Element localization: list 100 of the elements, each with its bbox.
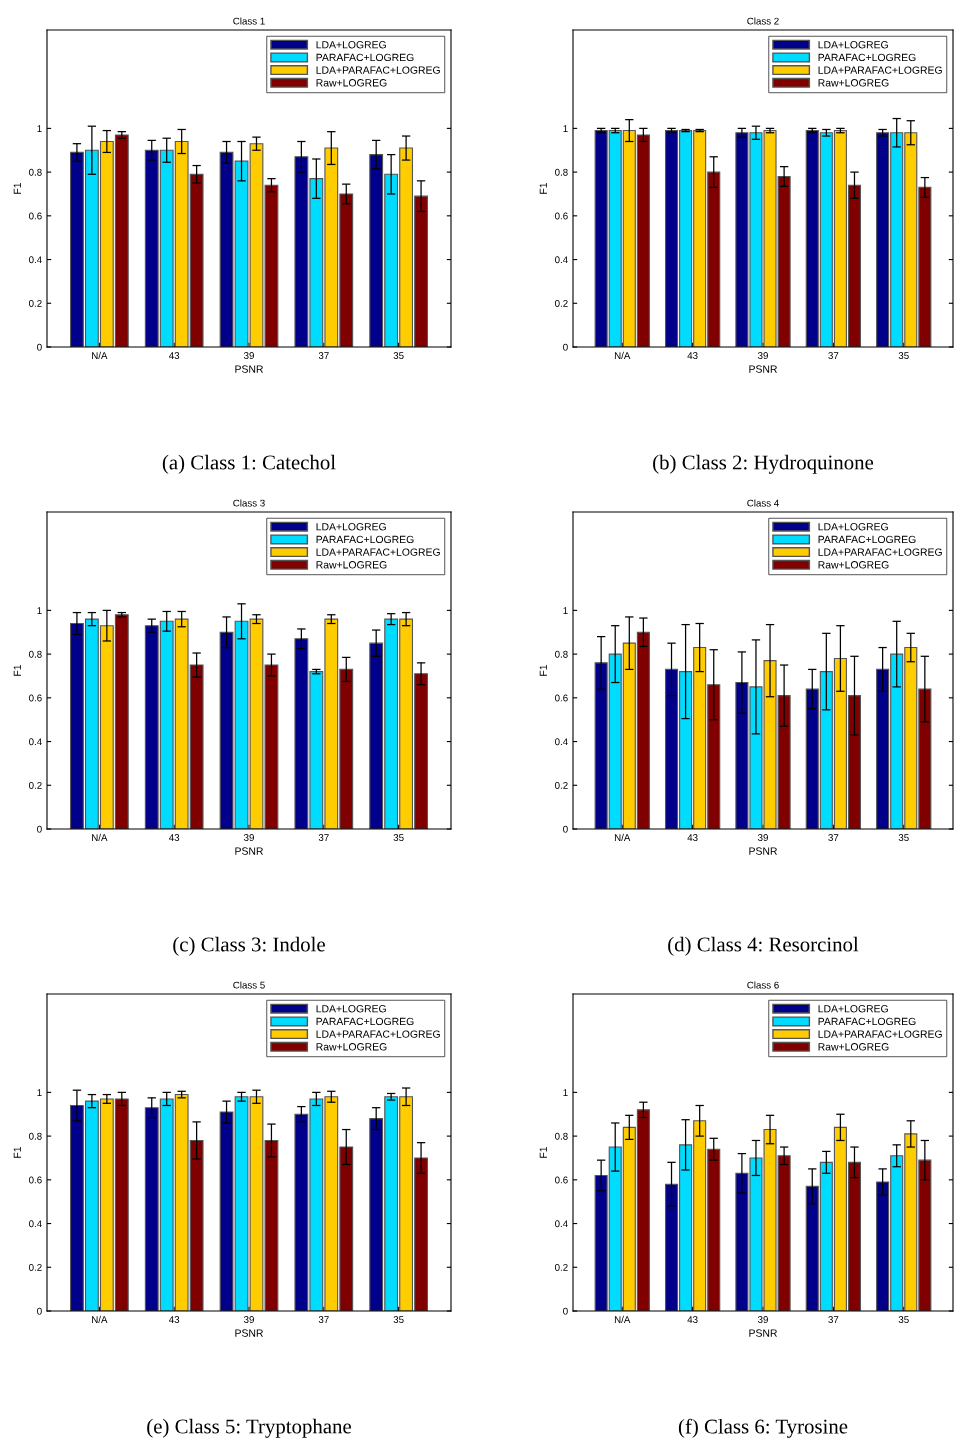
x-tick-label: 35 — [898, 834, 909, 841]
x-tick-label: N/A — [92, 1315, 108, 1323]
y-tick-label: 0 — [37, 825, 42, 833]
y-tick-label: 0.4 — [555, 256, 568, 264]
text: (d) Class 4: Resorcinol — [668, 936, 859, 956]
x-tick-label: 35 — [393, 834, 404, 841]
legend-label: Raw+LOGREG — [818, 1043, 889, 1051]
legend-label: LDA+LOGREG — [316, 41, 386, 49]
legend-label: PARAFAC+LOGREG — [818, 53, 916, 62]
y-tick-label: 1 — [37, 1089, 42, 1096]
y-tick-label: 0.8 — [555, 650, 568, 658]
y-tick-label: 0.6 — [555, 694, 568, 702]
x-axis-title: PSNR — [749, 365, 777, 373]
legend-label: LDA+PARAFAC+LOGREG — [818, 66, 942, 74]
x-tick-label: 43 — [687, 352, 698, 359]
y-tick-label: 0 — [37, 1307, 42, 1315]
legend-label: LDA+PARAFAC+LOGREG — [818, 1030, 942, 1038]
x-tick-label: 37 — [828, 352, 839, 359]
x-tick-label: 35 — [393, 352, 404, 359]
legend-label: LDA+LOGREG — [818, 523, 888, 531]
legend-label: Raw+LOGREG — [316, 79, 387, 87]
y-tick-label: 0.2 — [555, 1264, 568, 1271]
legend-label: PARAFAC+LOGREG — [316, 53, 414, 62]
x-tick-label: 35 — [393, 1316, 404, 1323]
chart-title: Class 4 — [747, 499, 779, 507]
x-axis-title: PSNR — [235, 847, 263, 855]
legend-label: Raw+LOGREG — [818, 79, 889, 87]
text: (e) Class 5: Tryptophane — [147, 1418, 351, 1438]
text: (f) Class 6: Tyrosine — [678, 1418, 848, 1438]
x-tick-label: 37 — [828, 834, 839, 841]
x-tick-label: 37 — [828, 1316, 839, 1323]
text: (c) Class 3: Indole — [173, 936, 325, 956]
y-tick-label: 0 — [563, 343, 568, 351]
x-tick-label: 35 — [898, 352, 909, 359]
y-tick-label: 1 — [563, 607, 568, 614]
x-tick-label: N/A — [92, 833, 108, 841]
y-tick-label: 0.4 — [29, 738, 42, 746]
legend-label: LDA+LOGREG — [818, 1005, 888, 1013]
y-tick-label: 0.8 — [555, 1132, 568, 1140]
chart-title: Class 2 — [747, 17, 779, 25]
y-tick-label: 1 — [563, 125, 568, 132]
legend-label: Raw+LOGREG — [818, 561, 889, 569]
x-axis-title: PSNR — [235, 365, 263, 373]
x-tick-label: 39 — [243, 352, 254, 359]
legend-label: LDA+LOGREG — [818, 41, 888, 49]
text: (a) Class 1: Catechol — [162, 454, 336, 474]
legend-label: LDA+PARAFAC+LOGREG — [316, 548, 440, 556]
y-tick-label: 0.4 — [555, 1220, 568, 1228]
x-tick-label: N/A — [92, 351, 108, 359]
x-axis-title: PSNR — [235, 1329, 263, 1337]
x-tick-label: 39 — [243, 1316, 254, 1323]
x-tick-label: 39 — [757, 352, 768, 359]
y-tick-label: 0.4 — [29, 1220, 42, 1228]
y-tick-label: 0.8 — [555, 168, 568, 176]
chart-title: Class 3 — [233, 499, 265, 507]
legend-label: LDA+PARAFAC+LOGREG — [818, 548, 942, 556]
x-tick-label: N/A — [614, 1315, 631, 1323]
text: (b) Class 2: Hydroquinone — [653, 454, 874, 474]
legend-label: LDA+LOGREG — [316, 1005, 386, 1013]
y-tick-label: 0.2 — [29, 782, 42, 789]
legend-label: PARAFAC+LOGREG — [316, 1017, 414, 1026]
x-tick-label: 37 — [318, 352, 329, 359]
legend-label: LDA+LOGREG — [316, 523, 386, 531]
y-axis-title: F1 — [539, 664, 547, 676]
y-tick-label: 0.8 — [29, 650, 42, 658]
y-tick-label: 0.2 — [555, 300, 568, 307]
y-tick-label: 1 — [37, 607, 42, 614]
y-tick-label: 0 — [563, 1307, 568, 1315]
x-tick-label: 43 — [169, 1316, 180, 1323]
x-axis-title: PSNR — [749, 847, 777, 855]
y-tick-label: 0.6 — [555, 1176, 568, 1184]
y-tick-label: 1 — [563, 1089, 568, 1096]
y-tick-label: 0.6 — [29, 1176, 42, 1184]
legend-label: PARAFAC+LOGREG — [818, 1017, 916, 1026]
y-axis-title: F1 — [539, 1146, 547, 1158]
y-tick-label: 0.2 — [29, 1264, 42, 1271]
y-tick-label: 0.2 — [555, 782, 568, 789]
chart-title: Class 5 — [233, 981, 265, 989]
y-tick-label: 0.8 — [29, 168, 42, 176]
x-tick-label: 39 — [757, 834, 768, 841]
y-tick-label: 0.4 — [555, 738, 568, 746]
x-tick-label: 43 — [169, 834, 180, 841]
x-tick-label: 37 — [318, 834, 329, 841]
y-axis-title: F1 — [13, 664, 21, 676]
x-tick-label: N/A — [614, 351, 631, 359]
x-tick-label: 43 — [687, 834, 698, 841]
y-tick-label: 0 — [563, 825, 568, 833]
y-tick-label: 0.6 — [29, 212, 42, 220]
x-tick-label: 35 — [898, 1316, 909, 1323]
legend-label: LDA+PARAFAC+LOGREG — [316, 1030, 440, 1038]
x-tick-label: 39 — [243, 834, 254, 841]
legend-label: Raw+LOGREG — [316, 1043, 387, 1051]
chart-title: Class 1 — [233, 17, 265, 25]
y-axis-title: F1 — [539, 182, 547, 194]
legend-label: PARAFAC+LOGREG — [818, 535, 916, 544]
legend-label: PARAFAC+LOGREG — [316, 535, 414, 544]
y-tick-label: 0.2 — [29, 300, 42, 307]
x-axis-title: PSNR — [749, 1329, 777, 1337]
x-tick-label: 43 — [687, 1316, 698, 1323]
chart-title: Class 6 — [747, 981, 779, 989]
